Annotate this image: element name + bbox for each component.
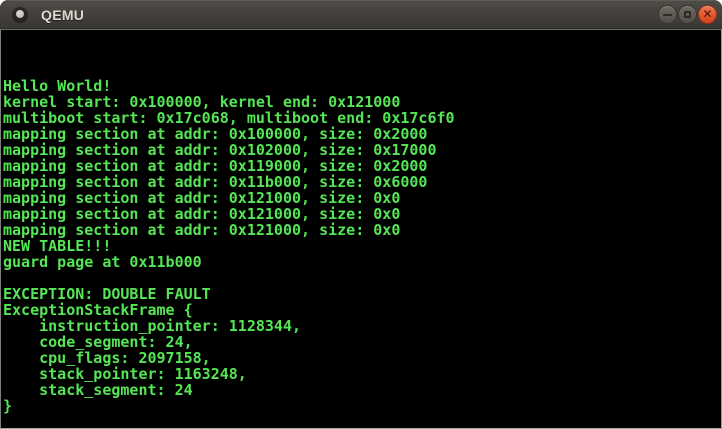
console-line: kernel start: 0x100000, kernel end: 0x12… [3, 94, 401, 110]
console-line [3, 46, 721, 62]
console-line [3, 270, 721, 286]
console-line: mapping section at addr: 0x121000, size:… [3, 190, 401, 206]
window-controls: ✕ [658, 5, 717, 24]
console-line [3, 62, 721, 78]
console-line: stack_segment: 24 [3, 382, 193, 398]
console-line: mapping section at addr: 0x121000, size:… [3, 222, 401, 238]
console-line: } [3, 398, 13, 414]
console-line: code_segment: 24, [3, 334, 193, 350]
close-icon: ✕ [702, 7, 713, 21]
console-line [3, 30, 721, 46]
console-line: EXCEPTION: DOUBLE FAULT [3, 286, 211, 302]
console-line: stack_pointer: 1163248, [3, 366, 247, 382]
minimize-button[interactable] [658, 5, 677, 24]
console-line: NEW TABLE!!! [3, 238, 112, 254]
maximize-button[interactable] [678, 5, 697, 24]
console-line: mapping section at addr: 0x100000, size:… [3, 126, 428, 142]
console-line: mapping section at addr: 0x121000, size:… [3, 206, 401, 222]
vm-display[interactable]: Hello World! kernel start: 0x100000, kern… [0, 29, 722, 429]
window-title: QEMU [41, 6, 85, 23]
console-line: mapping section at addr: 0x119000, size:… [3, 158, 428, 174]
console-line [3, 414, 721, 428]
titlebar[interactable]: QEMU ✕ [0, 0, 722, 29]
console-line: mapping section at addr: 0x102000, size:… [3, 142, 437, 158]
console-line: instruction_pointer: 1128344, [3, 318, 302, 334]
maximize-icon [684, 11, 691, 18]
console-line: ExceptionStackFrame { [3, 302, 193, 318]
console-line: multiboot start: 0x17c068, multiboot end… [3, 110, 455, 126]
console-line: cpu_flags: 2097158, [3, 350, 211, 366]
close-button[interactable]: ✕ [698, 5, 717, 24]
console-line: Hello World! [3, 78, 112, 94]
console-line: mapping section at addr: 0x11b000, size:… [3, 174, 428, 190]
qemu-icon [12, 6, 28, 23]
minimize-icon [663, 14, 672, 16]
console: Hello World! kernel start: 0x100000, kern… [1, 30, 721, 428]
console-line: guard page at 0x11b000 [3, 254, 202, 270]
